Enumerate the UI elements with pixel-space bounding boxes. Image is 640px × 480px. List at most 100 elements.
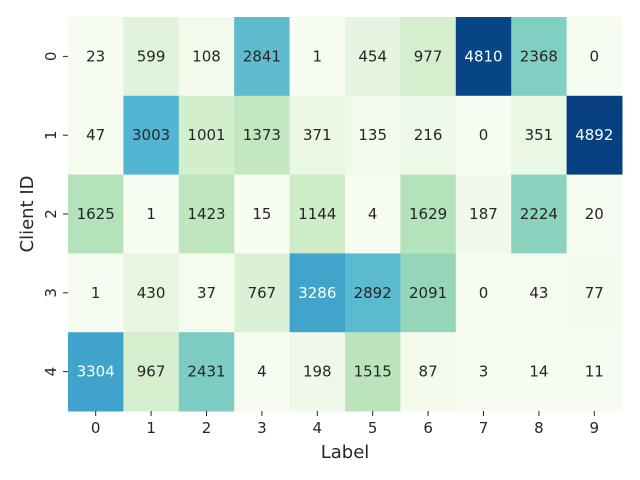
heatmap-cell (123, 95, 180, 176)
heatmap-cell-value: 1515 (354, 363, 392, 381)
heatmap-cell-value: 23 (86, 47, 105, 65)
heatmap-cell-value: 1 (146, 205, 156, 223)
heatmap-cell (455, 174, 512, 254)
heatmap-cell-value: 1 (313, 47, 323, 65)
heatmap-cell-value: 198 (303, 363, 332, 381)
heatmap-cell-value: 3003 (132, 126, 170, 144)
x-tick-label: 2 (202, 419, 212, 437)
heatmap-cell-value: 1629 (409, 205, 447, 223)
heatmap-cell (289, 17, 346, 97)
x-tick-label: 6 (423, 419, 433, 437)
y-axis-ticks: 0 1 2 3 4 (42, 52, 68, 376)
heatmap-cell (511, 174, 568, 254)
heatmap-cell (289, 253, 346, 333)
y-tick-label: 0 (42, 52, 60, 62)
heatmap-cell (455, 253, 512, 333)
heatmap-cell-value: 4 (368, 205, 378, 223)
heatmap-cell (566, 17, 623, 97)
heatmap-cell (566, 95, 623, 176)
heatmap-cell (400, 332, 457, 412)
heatmap-cell (566, 174, 623, 254)
heatmap-cell-value: 4 (257, 363, 267, 381)
heatmap-cell (400, 174, 457, 254)
heatmap-cell (400, 95, 457, 176)
x-tick-label: 3 (257, 419, 267, 437)
x-tick-label: 8 (534, 419, 544, 437)
heatmap-cell-value: 11 (585, 363, 604, 381)
x-tick-label: 5 (368, 419, 378, 437)
heatmap-cell-labels: 23 599 108 2841 1 454 977 4810 2368 047 3003 1001 13… (77, 47, 614, 380)
heatmap-cells (68, 17, 623, 412)
heatmap-cell-value: 2224 (520, 205, 558, 223)
heatmap-cell-value: 0 (479, 284, 489, 302)
x-tick-label: 1 (146, 419, 156, 437)
heatmap-cell (123, 253, 180, 333)
heatmap-cell-value: 14 (529, 363, 548, 381)
heatmap-cell (400, 253, 457, 333)
heatmap-cell (123, 332, 180, 412)
heatmap-cell (68, 174, 124, 254)
heatmap-cell-value: 2368 (520, 47, 558, 65)
heatmap-cell-value: 2091 (409, 284, 447, 302)
heatmap-cell (566, 253, 623, 333)
x-tick-label: 7 (479, 419, 489, 437)
x-axis-label: Label (321, 442, 370, 463)
heatmap-cell-value: 77 (585, 284, 604, 302)
heatmap-cell-value: 1423 (187, 205, 225, 223)
heatmap-cell-value: 216 (414, 126, 443, 144)
heatmap-cell (178, 332, 235, 412)
heatmap-cell-value: 20 (585, 205, 604, 223)
heatmap-cell-value: 3 (479, 363, 489, 381)
heatmap-cell-value: 2892 (354, 284, 392, 302)
heatmap-cell-value: 3286 (298, 284, 336, 302)
heatmap-cell (511, 95, 568, 176)
x-tick-label: 4 (313, 419, 323, 437)
heatmap-cell-value: 2841 (243, 47, 281, 65)
heatmap-cell (178, 174, 235, 254)
heatmap-cell (234, 332, 291, 412)
heatmap-cell (234, 174, 291, 254)
heatmap-cell-value: 47 (86, 126, 105, 144)
y-tick-label: 3 (42, 288, 60, 298)
heatmap-cell-value: 43 (529, 284, 548, 302)
heatmap-cell-value: 351 (525, 126, 554, 144)
heatmap-cell (455, 17, 512, 97)
heatmap-cell (511, 17, 568, 97)
heatmap-cell (68, 95, 124, 176)
heatmap-cell-value: 599 (137, 47, 166, 65)
heatmap-cell (345, 17, 401, 97)
heatmap-cell (511, 332, 568, 412)
heatmap-cell (178, 253, 235, 333)
heatmap-cell-value: 3304 (77, 363, 115, 381)
heatmap-cell-value: 15 (252, 205, 271, 223)
heatmap-cell-value: 4810 (464, 47, 502, 65)
x-tick-label: 9 (590, 419, 600, 437)
heatmap-cell-value: 0 (479, 126, 489, 144)
heatmap-cell-value: 37 (197, 284, 216, 302)
heatmap-cell-value: 1373 (243, 126, 281, 144)
heatmap-cell-value: 1625 (77, 205, 115, 223)
heatmap-cell (289, 332, 346, 412)
heatmap-cell-value: 1001 (187, 126, 225, 144)
heatmap-cell (123, 174, 180, 254)
heatmap-cell (400, 17, 457, 97)
heatmap-cell-value: 4892 (575, 126, 613, 144)
heatmap-cell (455, 95, 512, 176)
heatmap-cell-value: 1144 (298, 205, 336, 223)
heatmap-cell-value: 371 (303, 126, 332, 144)
heatmap-cell (68, 332, 124, 412)
heatmap-cell (289, 174, 346, 254)
heatmap-cell (178, 17, 235, 97)
heatmap-cell-value: 454 (358, 47, 387, 65)
x-tick-label: 0 (91, 419, 101, 437)
heatmap-cell-value: 967 (137, 363, 166, 381)
heatmap-cell (566, 332, 623, 412)
heatmap-cell (68, 17, 124, 97)
heatmap-cell (234, 253, 291, 333)
heatmap-cell-value: 767 (248, 284, 277, 302)
heatmap-cell (455, 332, 512, 412)
x-axis-ticks: 0 1 2 3 4 5 6 7 8 9 (91, 411, 599, 437)
heatmap-cell-value: 430 (137, 284, 166, 302)
y-tick-label: 1 (42, 130, 60, 140)
